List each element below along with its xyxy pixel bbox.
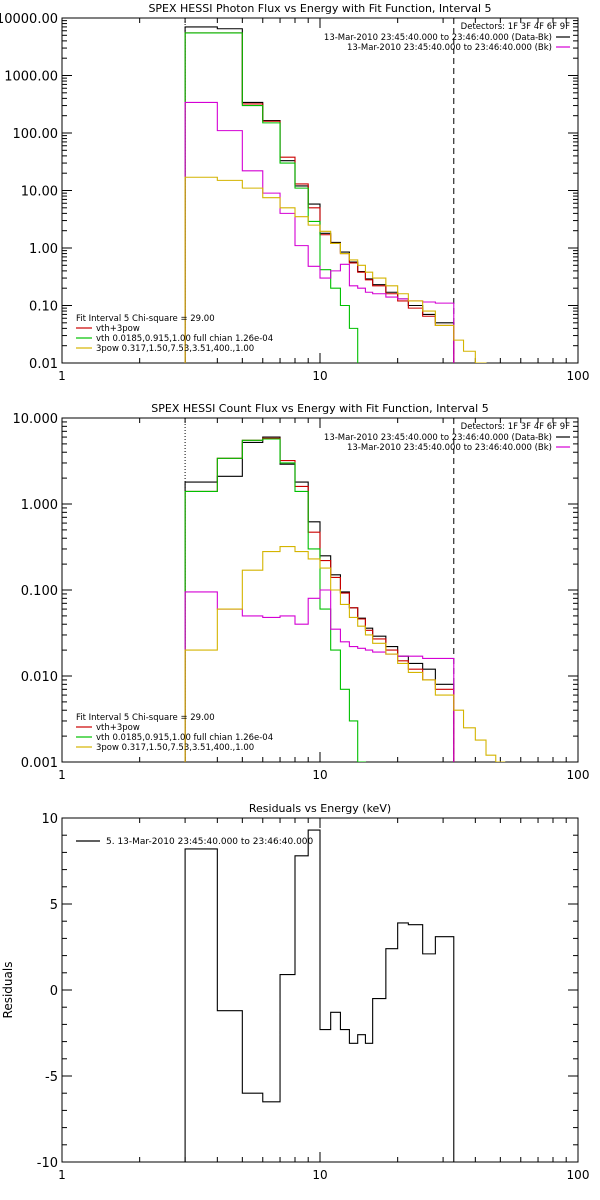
fit-legend: Fit Interval 5 Chi-square = 29.00vth+3po… [76, 314, 273, 354]
y-tick-label: 10 [41, 812, 58, 827]
chart-title: Residuals vs Energy (keV) [249, 802, 391, 815]
x-tick-label: 10 [312, 1168, 327, 1182]
legend: 5. 13-Mar-2010 23:45:40.000 to 23:46:40.… [76, 837, 314, 847]
fit-legend: Fit Interval 5 Chi-square = 29.00vth+3po… [76, 713, 273, 753]
y-tick-label: 10000.00 [0, 12, 58, 27]
x-tick-label: 10 [312, 768, 327, 782]
y-axis-label: Residuals [1, 962, 15, 1019]
series-line-2 [184, 437, 455, 762]
y-tick-label: 0.001 [21, 756, 58, 771]
y-tick-label: 5 [50, 898, 58, 913]
plot-area [184, 18, 487, 363]
y-tick-label: 0.100 [21, 584, 58, 599]
x-axis: 1 10 100 [58, 418, 589, 782]
series-line-1 [184, 829, 455, 1162]
fit-legend-entry: 3pow 0.317,1.50,7.53,3.51,400.,1.00 [96, 743, 254, 753]
detectors-label: Detectors: 1F 3F 4F 6F 9F [461, 22, 570, 32]
fit-legend-entry: vth+3pow [96, 324, 140, 334]
legend-entry: 13-Mar-2010 23:45:40.000 to 23:46:40.000… [347, 443, 552, 453]
x-tick-label: 1 [58, 369, 66, 383]
chart-panel-3: Residuals vs Energy (keV) 1 10 100 -10 -5 0 5 10… [1, 802, 589, 1182]
x-tick-label: 1 [58, 768, 66, 782]
plot-frame [61, 17, 579, 364]
x-axis: 1 10 100 [58, 18, 589, 383]
y-tick-label: 0 [50, 984, 58, 999]
chart-panel-2: SPEX HESSI Count Flux vs Energy with Fit… [13, 402, 590, 782]
chart-title: SPEX HESSI Photon Flux vs Energy with Fi… [148, 2, 491, 15]
x-tick-label: 100 [567, 369, 590, 383]
y-tick-label: 0.01 [29, 357, 58, 372]
series-line-1 [184, 436, 455, 762]
series-line-5 [184, 546, 506, 762]
fit-legend-entry: vth 0.0185,0.915,1.00 full chian 1.26e-0… [96, 733, 273, 743]
y-tick-label: 1.000 [21, 498, 58, 513]
series-line-3 [184, 32, 359, 363]
y-tick-label: 10.000 [13, 412, 59, 427]
series-line-4 [184, 101, 455, 363]
fit-legend-entry: 3pow 0.317,1.50,7.53,3.51,400.,1.00 [96, 344, 254, 354]
series-line-3 [184, 438, 366, 762]
legend-entry: 5. 13-Mar-2010 23:45:40.000 to 23:46:40.… [106, 837, 314, 847]
y-tick-label: 100.00 [13, 127, 59, 142]
plot-area [184, 829, 455, 1162]
plot-area [184, 418, 506, 762]
fit-legend-entry: vth 0.0185,0.915,1.00 full chian 1.26e-0… [96, 334, 273, 344]
legend-entry: 13-Mar-2010 23:45:40.000 to 23:46:40.000… [324, 33, 552, 43]
y-tick-label: 1000.00 [4, 70, 58, 85]
y-axis: 0.01 0.10 1.00 10.00 100.00 1000.00 10000.00 [0, 12, 578, 372]
y-tick-label: 0.010 [21, 670, 58, 685]
x-axis: 1 10 100 [58, 818, 589, 1182]
y-tick-label: -10 [37, 1156, 58, 1171]
x-tick-label: 100 [567, 768, 590, 782]
fit-legend-entry: vth+3pow [96, 723, 140, 733]
y-tick-label: 10.00 [21, 185, 58, 200]
y-axis: 0.001 0.010 0.100 1.000 10.000 [13, 412, 578, 771]
legend-entry: 13-Mar-2010 23:45:40.000 to 23:46:40.000… [324, 433, 552, 443]
x-tick-label: 1 [58, 1168, 66, 1182]
y-tick-label: 0.10 [29, 300, 58, 315]
series-line-5 [184, 176, 487, 363]
y-tick-label: 1.00 [29, 242, 58, 257]
detectors-label: Detectors: 1F 3F 4F 6F 9F [461, 422, 570, 432]
series-line-1 [184, 26, 455, 363]
fit-info-label: Fit Interval 5 Chi-square = 29.00 [76, 314, 215, 324]
y-axis: -10 -5 0 5 10 Residuals [1, 812, 578, 1171]
legend-entry: 13-Mar-2010 23:45:40.000 to 23:46:40.000… [347, 43, 552, 53]
fit-info-label: Fit Interval 5 Chi-square = 29.00 [76, 713, 215, 723]
chart-panel-1: SPEX HESSI Photon Flux vs Energy with Fi… [0, 2, 589, 383]
chart-title: SPEX HESSI Count Flux vs Energy with Fit… [151, 402, 488, 415]
series-line-2 [184, 32, 455, 363]
x-tick-label: 10 [312, 369, 327, 383]
x-tick-label: 100 [567, 1168, 590, 1182]
y-tick-label: -5 [45, 1070, 58, 1085]
